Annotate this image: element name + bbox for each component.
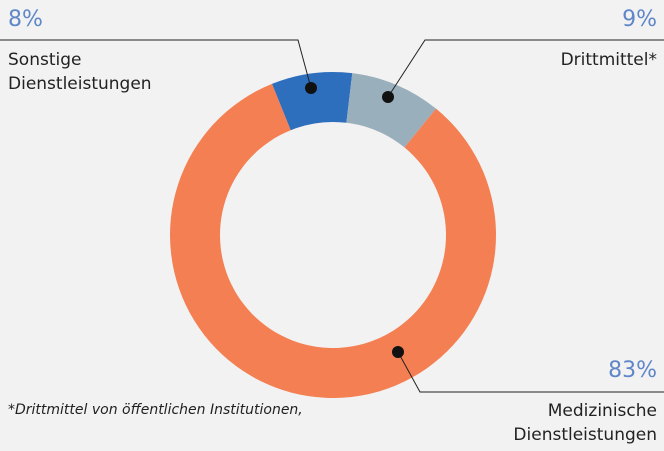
leader-line (387, 39, 664, 98)
category-label: Sonstige (8, 50, 81, 70)
category-label: Drittmittel* (561, 50, 657, 70)
value-label: 9% (622, 7, 657, 32)
leader-line (0, 39, 312, 89)
footnote: *Drittmittel von öffentlichen Institutio… (8, 402, 303, 418)
segment (271, 71, 353, 131)
segment (169, 83, 496, 399)
category-label: Dienstleistungen (513, 425, 657, 445)
segment (346, 73, 437, 148)
dot (382, 91, 394, 103)
dot (305, 82, 317, 94)
value-label: 83% (608, 358, 657, 383)
category-label: Dienstleistungen (8, 74, 152, 94)
leader-line (397, 351, 664, 393)
value-label: 8% (8, 7, 43, 32)
donut (169, 71, 496, 399)
category-label: Medizinische (548, 401, 657, 421)
dot (392, 346, 404, 358)
